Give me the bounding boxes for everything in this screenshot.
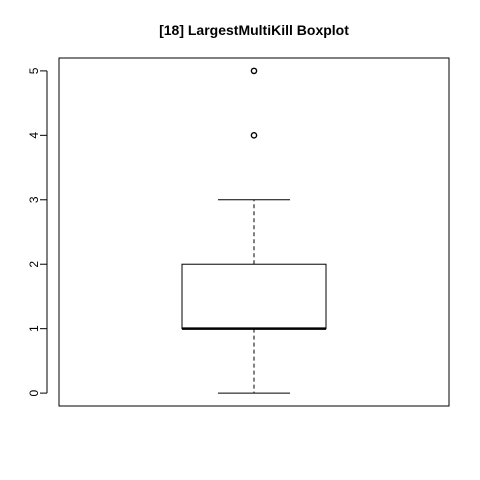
y-tick-label: 0 [27,389,41,396]
outlier-point [250,132,258,139]
outlier-point [250,67,258,75]
y-axis: 0 1 2 3 4 5 [27,67,48,396]
box-group [181,67,327,394]
iqr-box [181,263,327,330]
y-tick-label: 4 [27,132,41,139]
chart-title: [18] LargestMultiKill Boxplot [159,22,349,38]
y-tick-label: 3 [27,196,41,203]
y-tick-label: 5 [27,67,41,74]
y-tick-label: 2 [27,261,41,268]
plot-frame [58,57,450,407]
y-tick-label: 1 [27,325,41,332]
